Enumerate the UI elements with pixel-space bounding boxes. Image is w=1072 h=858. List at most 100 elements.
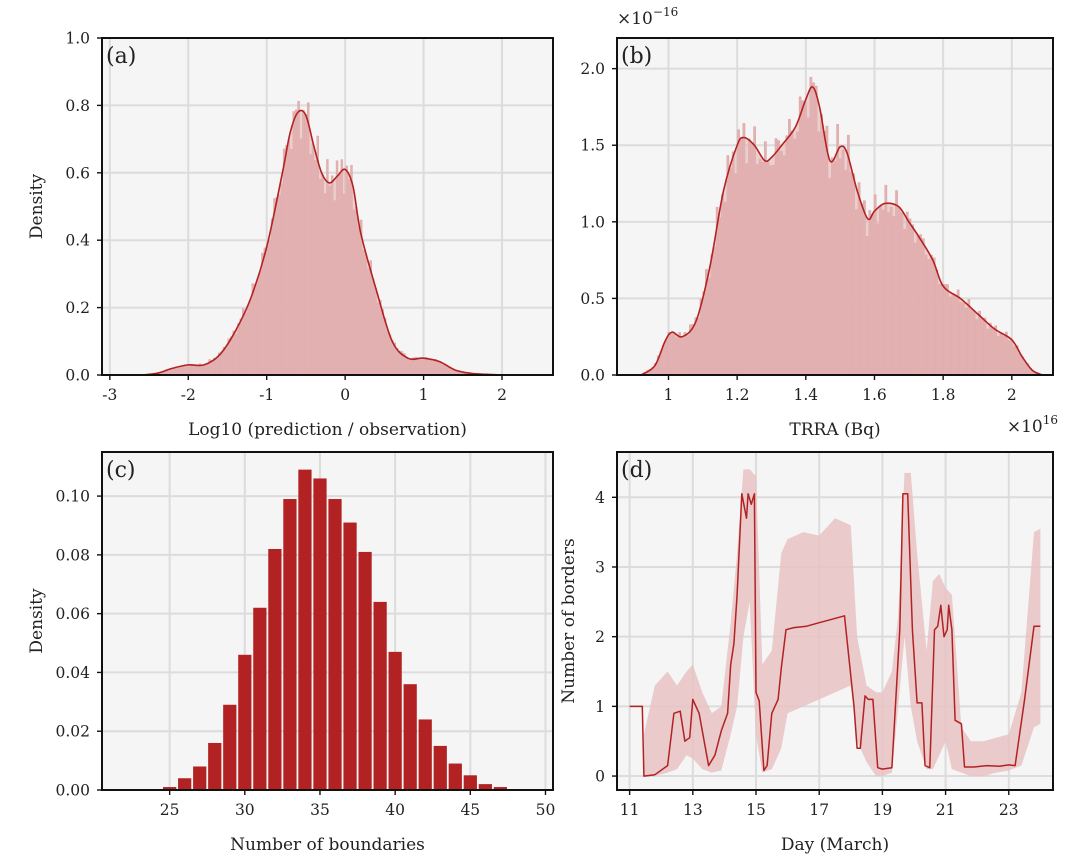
y-tick-label: 0.4 — [65, 232, 90, 250]
bar-38 — [358, 551, 372, 790]
y-tick-label: 0.8 — [65, 97, 90, 115]
x-axis-label: Log10 (prediction / observation) — [188, 420, 467, 440]
x-axis-label: TRRA (Bq) — [789, 420, 880, 440]
bar-27 — [193, 766, 207, 790]
x-tick-label: 2 — [1007, 386, 1017, 404]
plot-content — [141, 100, 503, 375]
y-tick-label: 0.0 — [65, 367, 90, 385]
y-axis-label: Density — [27, 588, 47, 654]
x-axis-label: Day (March) — [781, 835, 889, 855]
bar-35 — [313, 478, 327, 790]
x-tick-label: 45 — [460, 801, 480, 819]
bar-37 — [343, 522, 357, 790]
x-tick-label: 1.2 — [725, 386, 750, 404]
y-axis-label: Number of borders — [559, 538, 579, 703]
panel-letter: (b) — [621, 44, 652, 69]
x-tick-label: 13 — [683, 801, 703, 819]
x-tick-label: -1 — [259, 386, 274, 404]
plot-area — [102, 452, 553, 790]
x-tick-label: 1.6 — [862, 386, 887, 404]
x-tick-label: 17 — [809, 801, 829, 819]
y-tick-label: 0.04 — [55, 664, 90, 682]
y-tick-label: 0.0 — [580, 367, 605, 385]
y-tick-label: 0.06 — [55, 605, 90, 623]
y-tick-label: 0.08 — [55, 546, 90, 564]
x-tick-label: 15 — [746, 801, 766, 819]
bar-28 — [208, 742, 222, 790]
uncertainty-band — [643, 469, 1041, 777]
plot-content — [629, 469, 1041, 777]
bar-26 — [178, 778, 192, 790]
plot-content — [163, 469, 507, 790]
x-tick-label: 35 — [310, 801, 330, 819]
y-tick-label: 0.00 — [55, 782, 90, 800]
x-tick-label: 23 — [999, 801, 1019, 819]
median-line — [629, 493, 1041, 777]
y-tick-label: 1.0 — [65, 30, 90, 48]
kde-area — [141, 110, 503, 375]
x-axis-label: Number of boundaries — [230, 835, 425, 855]
bar-29 — [223, 704, 237, 790]
y-tick-label: 0.02 — [55, 723, 90, 741]
x-scale-multiplier: ×1016 — [1007, 413, 1058, 437]
x-tick-label: -2 — [181, 386, 196, 404]
y-tick-label: 3 — [595, 558, 605, 576]
kde-line — [141, 109, 503, 375]
x-tick-label: 1.4 — [793, 386, 818, 404]
bar-41 — [403, 684, 417, 790]
x-tick-label: 0 — [340, 386, 350, 404]
bar-32 — [268, 548, 282, 790]
x-tick-label: 25 — [160, 801, 180, 819]
x-tick-label: 1.8 — [931, 386, 956, 404]
x-tick-label: 2 — [497, 386, 507, 404]
bar-43 — [433, 745, 447, 790]
y-axis-label: Density — [27, 173, 47, 239]
chart-panel-2: 1 1.2 1.4 1.6 1.8 2 0.0 0.5 1.0 1.5 2.0 (b) TRRA (Bq… — [580, 5, 1058, 440]
y-tick-label: 4 — [595, 489, 605, 507]
x-tick-label: 1 — [664, 386, 674, 404]
bar-44 — [448, 763, 462, 790]
y-tick-label: 1 — [595, 698, 605, 716]
x-tick-label: 1 — [419, 386, 429, 404]
bar-36 — [328, 499, 342, 790]
x-tick-label: 50 — [536, 801, 556, 819]
bar-30 — [238, 654, 252, 790]
y-tick-label: 0.6 — [65, 164, 90, 182]
y-tick-label: 0.2 — [65, 299, 90, 317]
bar-40 — [388, 651, 402, 790]
x-tick-label: 40 — [385, 801, 405, 819]
plot-frame — [616, 37, 1054, 376]
x-tick-label: 21 — [936, 801, 956, 819]
bar-45 — [463, 775, 477, 790]
bar-31 — [253, 607, 267, 790]
chart-panel-1: -3 -2 -1 0 1 2 0.0 0.2 0.4 0.6 0.8 1.0 (a) Log10 (pre… — [27, 30, 554, 440]
y-scale-multiplier: ×10−16 — [617, 5, 678, 29]
y-tick-label: 2 — [595, 628, 605, 646]
panel-letter: (a) — [106, 44, 136, 69]
x-tick-label: 30 — [235, 801, 255, 819]
bar-39 — [373, 601, 387, 790]
y-tick-label: 0.5 — [580, 290, 605, 308]
bar-34 — [298, 469, 312, 790]
panel-letter: (d) — [621, 458, 652, 483]
bar-42 — [418, 719, 432, 790]
plot-frame — [101, 37, 554, 376]
bar-47 — [493, 787, 507, 790]
bar-33 — [283, 499, 297, 790]
y-tick-label: 1.0 — [580, 213, 605, 231]
plot-content — [640, 76, 1044, 375]
x-tick-label: 11 — [620, 801, 640, 819]
chart-panel-3: 25 30 35 40 45 50 0.00 0.02 0.04 0.06 0.08 0.10 (c) N… — [27, 451, 556, 855]
panel-letter: (c) — [106, 458, 136, 483]
y-tick-label: 0 — [595, 768, 605, 786]
kde-line — [640, 86, 1044, 375]
y-tick-label: 0.10 — [55, 488, 90, 506]
plot-frame — [616, 451, 1054, 791]
kde-area — [641, 86, 1043, 375]
plot-frame — [101, 451, 554, 791]
y-tick-label: 2.0 — [580, 60, 605, 78]
bar-46 — [478, 784, 492, 790]
bar-25 — [163, 787, 177, 790]
